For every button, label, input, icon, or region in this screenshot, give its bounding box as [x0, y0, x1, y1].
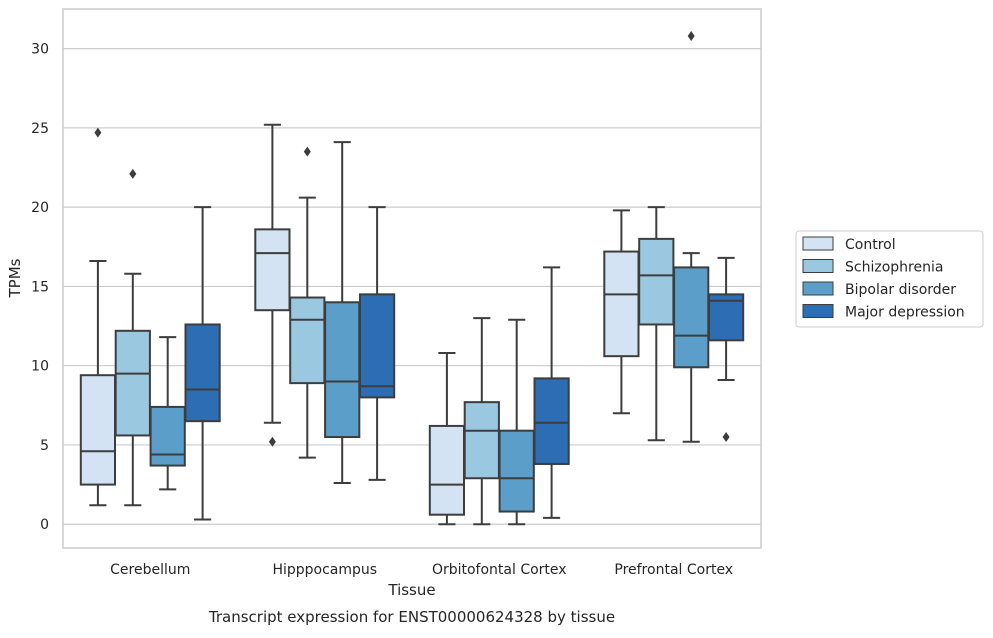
plot-frame [62, 8, 762, 549]
y-tick-label: 5 [40, 438, 49, 454]
legend-swatch [802, 236, 834, 251]
box-major-depression [358, 206, 396, 481]
outlier-point [94, 127, 102, 138]
iqr-box [533, 377, 570, 465]
box-bipolar-disorder [149, 336, 186, 491]
y-tick-label: 20 [31, 200, 49, 216]
iqr-box [79, 374, 117, 486]
x-tick-label: Cerebellum [110, 562, 190, 578]
iqr-box [358, 293, 396, 399]
iqr-box [324, 301, 361, 439]
y-axis-ticks: 0 5 10 15 20 25 30 [31, 42, 49, 534]
iqr-box [673, 266, 710, 369]
iqr-box [114, 329, 151, 437]
y-tick-label: 25 [31, 121, 49, 137]
legend-swatch [802, 259, 834, 273]
legend-label: Control [845, 237, 896, 253]
y-axis-title: TPMs [6, 258, 24, 298]
box-control [254, 123, 291, 447]
iqr-box [463, 401, 500, 480]
box-schizophrenia [463, 317, 500, 526]
box-bipolar-disorder [498, 318, 535, 526]
legend-items: Control Schizophrenia Bipolar disorder Majo… [802, 236, 965, 321]
legend-label: Major depression [845, 305, 965, 321]
iqr-box [289, 296, 326, 385]
box-control [79, 127, 117, 507]
box-schizophrenia [114, 168, 151, 507]
x-tick-label: Hipppocampus [272, 562, 377, 578]
box-major-depression [533, 266, 570, 519]
outlier-point [687, 30, 695, 41]
iqr-box [254, 228, 291, 312]
legend-label: Schizophrenia [845, 260, 943, 276]
iqr-box [603, 250, 640, 358]
iqr-box [428, 424, 466, 516]
x-tick-label: Orbitofontal Cortex [432, 562, 567, 578]
box-control [428, 352, 466, 526]
x-tick-label: Prefrontal Cortex [614, 562, 733, 578]
outlier-point [303, 146, 311, 157]
legend-swatch [802, 304, 834, 318]
iqr-box [638, 237, 675, 326]
box-series [79, 30, 745, 526]
y-tick-label: 0 [40, 517, 49, 533]
y-tick-label: 30 [31, 42, 49, 58]
legend: Control Schizophrenia Bipolar disorder Majo… [795, 230, 984, 328]
iqr-box [707, 293, 745, 342]
x-axis-ticks: Cerebellum Hipppocampus Orbitofontal Corte… [110, 562, 733, 578]
box-schizophrenia [638, 206, 675, 442]
box-schizophrenia [289, 146, 326, 459]
iqr-box [149, 405, 186, 467]
y-tick-label: 15 [31, 279, 49, 295]
outlier-point [129, 168, 137, 179]
x-axis-title: Tissue [387, 581, 435, 599]
box-major-depression [184, 206, 221, 521]
figure-caption: Transcript expression for ENST0000062432… [208, 608, 615, 626]
outlier-point [722, 432, 730, 443]
box-bipolar-disorder [673, 30, 710, 443]
outlier-point [268, 436, 276, 447]
box-control [603, 209, 640, 415]
iqr-box [498, 429, 535, 513]
legend-swatch [802, 281, 834, 296]
legend-frame [795, 230, 984, 328]
legend-label: Bipolar disorder [845, 282, 956, 298]
box-bipolar-disorder [324, 141, 361, 485]
box-major-depression [707, 256, 745, 443]
iqr-box [184, 323, 221, 423]
y-tick-label: 10 [31, 359, 49, 375]
